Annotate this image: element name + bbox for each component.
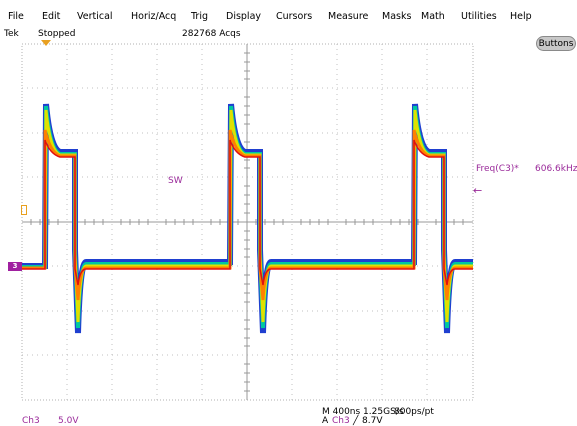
channel-3-ground-marker[interactable]: 3: [8, 262, 22, 271]
record-resolution: 800ps/pt: [394, 407, 434, 417]
measurement-name: Freq(C3)*: [476, 164, 519, 174]
trigger-channel: Ch3: [332, 416, 350, 426]
channel-label: Ch3: [22, 416, 40, 426]
trigger-slope-icon: ╱: [353, 416, 358, 426]
trigger-level-marker[interactable]: [21, 205, 27, 215]
measurement-value: 606.6kHz: [535, 164, 577, 174]
graticule: [22, 44, 473, 400]
trigger-source-prefix: A: [322, 416, 328, 426]
trigger-level: 8.7V: [362, 416, 382, 426]
measurement-arrow-icon: ←: [473, 184, 482, 197]
channel-scale: 5.0V: [58, 416, 78, 426]
trigger-position-marker[interactable]: [41, 40, 51, 46]
waveform-label: SW: [168, 176, 183, 186]
